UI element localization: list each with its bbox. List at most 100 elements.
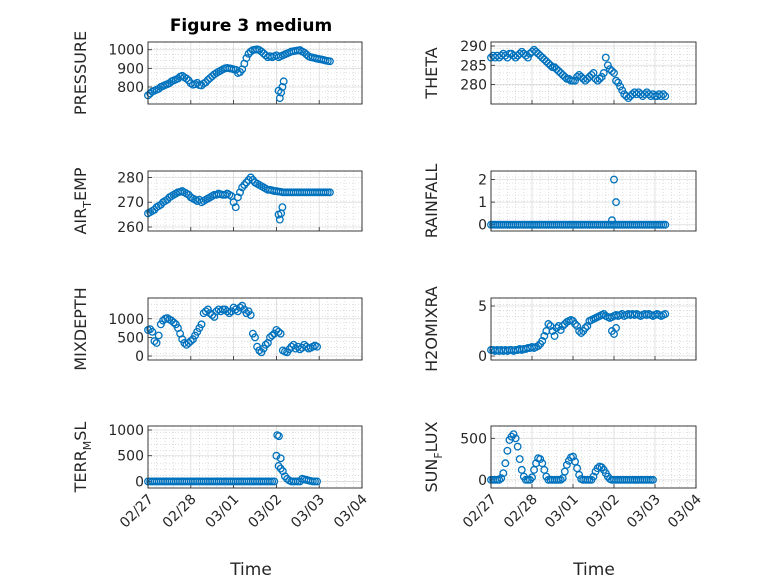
data-point [536, 455, 545, 464]
data-point [201, 78, 210, 87]
data-point [556, 326, 565, 334]
data-point [223, 307, 232, 316]
data-point [661, 92, 670, 101]
data-point [325, 188, 334, 197]
data-point [233, 193, 242, 202]
x-tick-label: 03/04 [331, 491, 371, 531]
data-point [509, 430, 518, 439]
data-point [225, 309, 234, 318]
data-point [575, 327, 584, 335]
data-point [511, 434, 520, 443]
y-axis-label-main: RAINFALL [422, 164, 441, 239]
y-tick-label: 285 [460, 58, 487, 74]
y-tick-label: 500 [117, 330, 144, 346]
data-point [231, 203, 240, 212]
data-point [612, 198, 620, 207]
data-point [560, 72, 569, 81]
x-axis-label-right: Time [572, 560, 615, 580]
data-point [154, 331, 163, 340]
y-tick-label: 0 [478, 349, 487, 365]
y-axis-label-main: SUN [422, 459, 441, 493]
data-point [595, 74, 604, 83]
data-point [278, 83, 287, 91]
y-tick-label: 270 [117, 195, 144, 211]
data-point [523, 53, 532, 62]
subplot-h2omixra: 0 5 H2OMIXRA [422, 286, 697, 372]
data-point [556, 475, 565, 484]
data-point [616, 82, 625, 91]
data-point [251, 333, 259, 342]
data-point [575, 470, 584, 479]
axes-box [147, 41, 363, 105]
x-tick-label: 02/27 [117, 492, 157, 532]
y-axis-label-tail: EMP [71, 167, 90, 201]
data-point [661, 310, 670, 318]
data-point [558, 322, 567, 330]
subplot-sun: 0 500 SUNFLUX 02/27 02/28 03/01 03/02 03/03 03/0… [422, 421, 705, 531]
y-tick-label: 280 [117, 170, 144, 186]
data-point [521, 51, 530, 60]
y-axis-label: PRESSURE [71, 31, 90, 115]
x-tick-label: 03/03 [624, 492, 664, 532]
y-axis-label-main: H2OMIXRA [422, 286, 441, 372]
y-tick-label: 1 [478, 195, 487, 211]
data-point [577, 329, 586, 337]
data-point [242, 54, 251, 63]
data-point [550, 332, 559, 340]
x-tick-label: 02/28 [160, 492, 200, 532]
data-point [186, 337, 195, 346]
data-point [295, 46, 304, 55]
y-tick-label: 1000 [108, 43, 144, 59]
data-point [513, 442, 522, 451]
y-axis-label-subscript: F [432, 452, 445, 458]
y-tick-label: 0 [478, 218, 487, 234]
data-point [499, 469, 508, 478]
y-tick-label: 900 [117, 61, 144, 77]
y-tick-label: 0 [135, 349, 144, 365]
axes-box [147, 170, 363, 232]
y-axis-label: THETA [422, 47, 441, 99]
data-point [236, 303, 244, 312]
y-axis-label: SUNFLUX [422, 421, 445, 492]
data-point [538, 337, 547, 345]
data-point [599, 69, 608, 77]
data-point [295, 345, 304, 354]
data-point [497, 474, 506, 483]
y-tick-label: 500 [117, 449, 144, 465]
y-tick-label: 290 [460, 39, 487, 55]
y-tick-label: 5 [478, 299, 487, 315]
data-point [583, 322, 592, 330]
data-point [231, 305, 240, 314]
data-point [495, 475, 504, 484]
x-axis-label-left: Time [229, 560, 272, 580]
data-point [277, 88, 286, 97]
data-point [614, 78, 623, 87]
x-tick-label: 03/01 [542, 492, 582, 532]
subplot-terr: 0 500 1000 TERRMSL 02/27 02/28 03/01 03/02 03/03… [71, 422, 371, 532]
data-point [562, 460, 571, 469]
x-tick-label: 03/02 [583, 492, 623, 532]
data-point [240, 180, 249, 189]
data-point [169, 318, 178, 327]
x-tick-label: 03/04 [665, 491, 705, 531]
axes-box [490, 170, 697, 232]
data-point [661, 220, 670, 229]
data-point [608, 216, 616, 225]
y-axis-label-main: PRESSURE [71, 31, 90, 115]
data-point [246, 311, 255, 319]
x-tick-label: 02/27 [460, 492, 500, 532]
data-point [540, 332, 549, 340]
axes-box [490, 425, 697, 489]
data-point [270, 477, 279, 486]
data-point [501, 459, 510, 468]
data-point [268, 331, 277, 340]
y-tick-label: 280 [460, 78, 487, 94]
data-point [242, 309, 251, 318]
y-axis-label-main: TERR [71, 450, 90, 493]
x-tick-label: 03/01 [203, 492, 243, 532]
data-point [608, 67, 616, 76]
marker-group [487, 45, 670, 103]
data-point [152, 339, 161, 347]
data-point [255, 346, 264, 355]
